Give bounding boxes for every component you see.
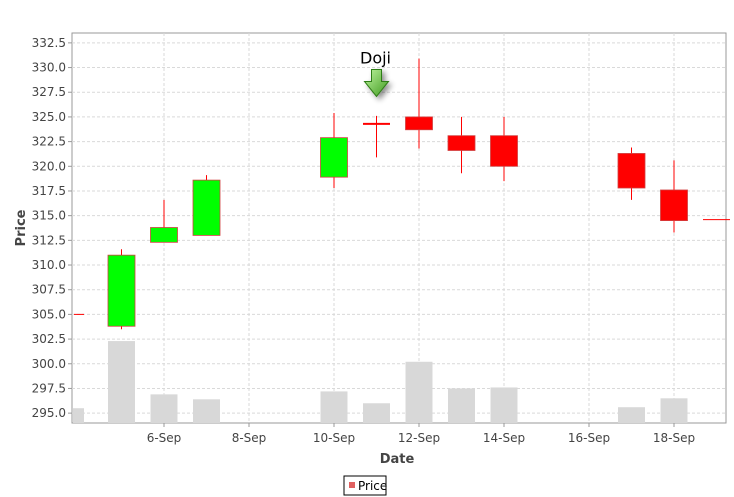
volume-bar [363, 403, 390, 423]
candle-body-down [617, 153, 646, 189]
y-tick-label: 302.5 [32, 332, 66, 346]
candle-body-up [192, 179, 221, 236]
candle-body-up [150, 227, 178, 243]
volume-bar [618, 407, 645, 423]
legend-swatch [349, 482, 355, 488]
y-tick-label: 295.0 [32, 406, 66, 420]
y-tick-label: 297.5 [32, 381, 66, 395]
candle-body-down [447, 135, 476, 151]
candle [660, 160, 688, 233]
y-tick-label: 305.0 [32, 307, 66, 321]
volume-bar [660, 398, 688, 423]
volume-bar [193, 399, 220, 423]
x-tick-label: 16-Sep [568, 431, 610, 445]
candle [363, 115, 390, 158]
legend: Price [343, 475, 387, 496]
x-axis-ticks: 6-Sep 8-Sep 10-Sep 12-Sep 14-Sep 16-Sep 18-Sep [147, 423, 695, 445]
volume-bar [405, 361, 433, 423]
candle [405, 58, 433, 149]
candle [320, 112, 348, 189]
volume-bar [150, 394, 178, 423]
x-tick-label: 8-Sep [232, 431, 267, 445]
candle [107, 249, 136, 330]
x-tick-label: 6-Sep [147, 431, 182, 445]
candle [192, 175, 221, 236]
candle [617, 147, 646, 200]
x-tick-label: 12-Sep [398, 431, 440, 445]
y-tick-label: 325.0 [32, 110, 66, 124]
x-axis-title: Date [380, 452, 415, 467]
candle-body-down [490, 135, 518, 167]
y-tick-label: 310.0 [32, 258, 66, 272]
legend-label: Price [358, 479, 387, 493]
y-tick-label: 315.0 [32, 209, 66, 223]
y-tick-label: 332.5 [32, 36, 66, 50]
down-arrow-icon [363, 68, 390, 98]
volume-bar [73, 408, 84, 423]
candle-body-up [320, 137, 348, 178]
volume-bar [108, 341, 135, 423]
y-tick-label: 300.0 [32, 357, 66, 371]
y-tick-label: 327.5 [32, 85, 66, 99]
candles [74, 58, 730, 330]
grid-lines [72, 33, 726, 423]
annotations: Doji [360, 48, 391, 98]
plot-area [71, 32, 727, 424]
legend-box [343, 475, 387, 496]
candle-body-down [405, 116, 433, 131]
volume-bars [73, 341, 688, 423]
volume-bar [490, 387, 518, 423]
candle-body-down [660, 189, 688, 221]
volume-bar [448, 388, 475, 423]
y-tick-label: 312.5 [32, 233, 66, 247]
candle [490, 116, 518, 182]
y-tick-label: 307.5 [32, 283, 66, 297]
candle [447, 116, 476, 174]
y-tick-label: 322.5 [32, 135, 66, 149]
x-tick-label: 10-Sep [313, 431, 355, 445]
candle [150, 199, 178, 243]
volume-bar [320, 391, 348, 423]
x-tick-label: 14-Sep [483, 431, 525, 445]
y-axis-title: Price [14, 209, 29, 246]
candle-body-up [107, 254, 136, 327]
y-tick-label: 330.0 [32, 61, 66, 75]
annotation: Doji [360, 48, 391, 98]
y-axis-ticks: 295.0 297.5 300.0 302.5 305.0 307.5 310.0 312.5… [32, 36, 72, 420]
y-tick-label: 320.0 [32, 159, 66, 173]
y-tick-label: 317.5 [32, 184, 66, 198]
x-tick-label: 18-Sep [653, 431, 695, 445]
annotation-label: Doji [360, 48, 391, 67]
